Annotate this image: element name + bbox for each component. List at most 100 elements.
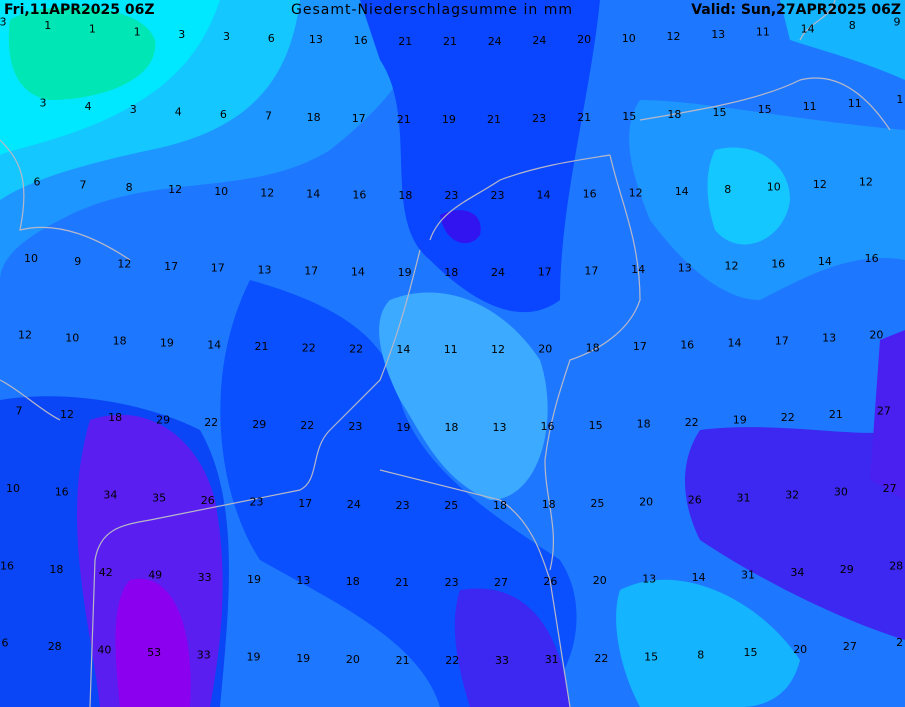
precip-value: 10 bbox=[214, 185, 228, 198]
precip-value: 16 bbox=[541, 420, 555, 433]
precip-value: 12 bbox=[60, 408, 74, 421]
precip-value: 13 bbox=[258, 263, 272, 276]
precip-value: 28 bbox=[48, 640, 62, 653]
precip-value: 15 bbox=[589, 419, 603, 432]
precip-value: 19 bbox=[160, 337, 174, 350]
precip-value: 3 bbox=[130, 103, 137, 116]
precip-value: 27 bbox=[494, 576, 508, 589]
precip-value: 22 bbox=[302, 341, 316, 354]
precip-value: 3 bbox=[40, 97, 47, 110]
precip-value: 27 bbox=[843, 640, 857, 653]
precip-value: 3 bbox=[0, 15, 7, 28]
precip-value: 16 bbox=[865, 252, 879, 265]
precip-value: 21 bbox=[396, 654, 410, 667]
precip-value: 12 bbox=[168, 183, 182, 196]
precip-value: 20 bbox=[639, 496, 653, 509]
precip-value: 17 bbox=[633, 340, 647, 353]
precip-value: 18 bbox=[542, 498, 556, 511]
precip-value: 40 bbox=[97, 643, 111, 656]
precip-value: 17 bbox=[775, 334, 789, 347]
precip-value: 31 bbox=[737, 491, 751, 504]
precip-value: 23 bbox=[250, 496, 264, 509]
precip-value: 13 bbox=[493, 421, 507, 434]
precip-value: 35 bbox=[152, 491, 166, 504]
precip-value: 21 bbox=[829, 408, 843, 421]
precip-value: 14 bbox=[306, 188, 320, 201]
precip-value: 26 bbox=[543, 575, 557, 588]
precip-value: 21 bbox=[395, 576, 409, 589]
precip-value: 19 bbox=[398, 266, 412, 279]
precip-value: 10 bbox=[24, 252, 38, 265]
precip-value: 20 bbox=[538, 342, 552, 355]
precip-value: 20 bbox=[346, 653, 360, 666]
map-title: Gesamt-Niederschlagsumme in mm bbox=[291, 2, 573, 18]
precip-value: 10 bbox=[622, 32, 636, 45]
precip-value: 1 bbox=[89, 22, 96, 35]
precip-value: 16 bbox=[55, 486, 69, 499]
precip-value: 15 bbox=[622, 110, 636, 123]
precip-value: 13 bbox=[309, 33, 323, 46]
precip-value: 18 bbox=[108, 411, 122, 424]
precip-value: 49 bbox=[148, 569, 162, 582]
precip-value: 42 bbox=[99, 566, 113, 579]
precip-value: 14 bbox=[692, 571, 706, 584]
precip-value: 15 bbox=[744, 646, 758, 659]
precip-value: 24 bbox=[491, 266, 505, 279]
precip-value: 8 bbox=[724, 183, 731, 196]
precip-value: 33 bbox=[198, 571, 212, 584]
precip-value: 31 bbox=[545, 653, 559, 666]
precip-value: 11 bbox=[756, 25, 770, 38]
precip-value: 21 bbox=[255, 340, 269, 353]
precip-value: 23 bbox=[348, 420, 362, 433]
precip-value: 21 bbox=[398, 35, 412, 48]
precip-value: 3 bbox=[178, 28, 185, 41]
precip-value: 16 bbox=[354, 34, 368, 47]
precip-value: 27 bbox=[883, 482, 897, 495]
precip-value: 21 bbox=[487, 113, 501, 126]
precip-value: 31 bbox=[741, 569, 755, 582]
precip-value: 32 bbox=[785, 489, 799, 502]
precip-value: 21 bbox=[397, 113, 411, 126]
precip-value: 34 bbox=[103, 489, 117, 502]
precip-value: 23 bbox=[445, 576, 459, 589]
precip-value: 4 bbox=[175, 106, 182, 119]
precip-value: 19 bbox=[247, 573, 261, 586]
precip-value: 21 bbox=[443, 35, 457, 48]
precip-value: 33 bbox=[495, 654, 509, 667]
precip-value: 13 bbox=[642, 573, 656, 586]
precip-value: 11 bbox=[848, 97, 862, 110]
precip-value: 18 bbox=[49, 563, 63, 576]
precip-value: 19 bbox=[247, 651, 261, 664]
precip-value: 6 bbox=[34, 176, 41, 189]
precip-value: 17 bbox=[352, 112, 366, 125]
precip-value: 23 bbox=[444, 189, 458, 202]
precip-value: 16 bbox=[680, 339, 694, 352]
precip-value: 12 bbox=[859, 175, 873, 188]
precip-value: 27 bbox=[877, 404, 891, 417]
precip-value: 24 bbox=[488, 35, 502, 48]
precip-value: 14 bbox=[631, 263, 645, 276]
precip-value: 17 bbox=[164, 260, 178, 273]
precip-value: 22 bbox=[594, 652, 608, 665]
precip-value: 18 bbox=[398, 189, 412, 202]
precip-value: 22 bbox=[685, 416, 699, 429]
precip-value: 18 bbox=[493, 499, 507, 512]
precip-value: 20 bbox=[593, 574, 607, 587]
precip-value: 12 bbox=[18, 329, 32, 342]
precip-value: 33 bbox=[197, 649, 211, 662]
precip-value: 12 bbox=[813, 178, 827, 191]
precip-value: 12 bbox=[491, 343, 505, 356]
precip-value: 15 bbox=[644, 650, 658, 663]
precip-value: 2 bbox=[896, 636, 903, 649]
precip-value: 10 bbox=[767, 181, 781, 194]
precip-value: 17 bbox=[304, 264, 318, 277]
precip-value: 30 bbox=[834, 485, 848, 498]
precip-value: 53 bbox=[147, 646, 161, 659]
precip-value: 20 bbox=[793, 643, 807, 656]
precip-value: 16 bbox=[352, 188, 366, 201]
precip-value: 18 bbox=[637, 418, 651, 431]
precip-value: 26 bbox=[688, 494, 702, 507]
precip-value: 10 bbox=[65, 332, 79, 345]
